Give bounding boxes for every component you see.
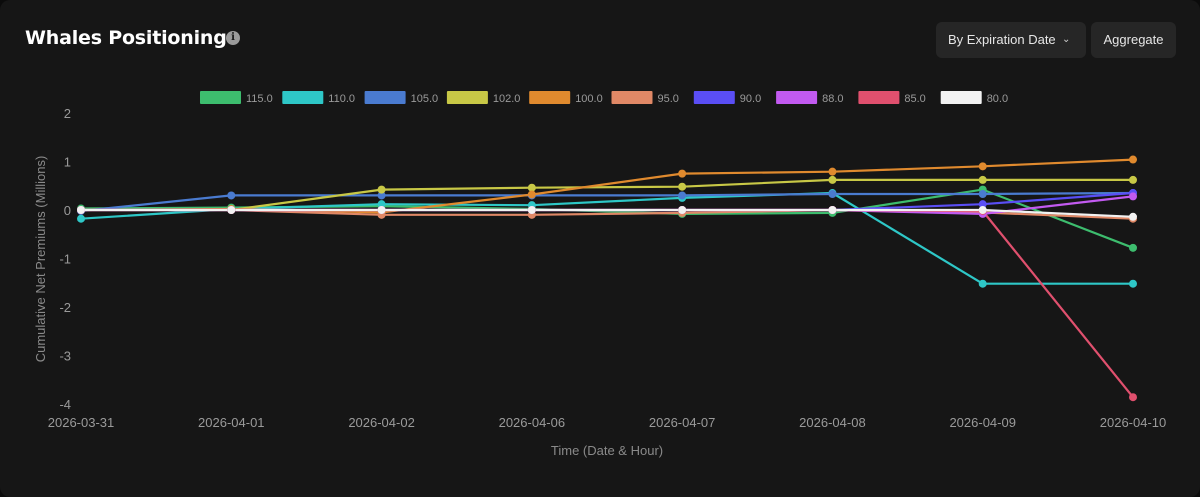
y-tick-label: 0 <box>64 203 71 218</box>
y-axis: 2 1 0 -1 -2 -3 -4 <box>59 106 71 412</box>
legend-label: 88.0 <box>822 93 843 105</box>
series-line-80.0 <box>81 208 1134 218</box>
data-point-100.0[interactable] <box>1129 155 1137 164</box>
legend-label: 80.0 <box>987 93 1008 105</box>
data-point-110.0[interactable] <box>77 214 85 223</box>
legend-item-85.0[interactable]: 85.0 <box>858 91 926 105</box>
aggregate-button[interactable]: Aggregate <box>1091 22 1176 58</box>
data-point-100.0[interactable] <box>527 190 536 199</box>
data-point-100.0[interactable] <box>678 169 687 178</box>
data-point-80.0[interactable] <box>377 206 386 214</box>
data-point-105.0[interactable] <box>377 191 386 200</box>
series-line-102.0 <box>81 178 1133 212</box>
legend-item-110.0[interactable]: 110.0 <box>282 91 355 105</box>
data-point-100.0[interactable] <box>978 162 987 171</box>
data-point-80.0[interactable] <box>227 206 236 214</box>
legend-label: 85.0 <box>904 93 925 105</box>
legend-item-115.0[interactable]: 115.0 <box>200 91 273 105</box>
by-expiration-date-dropdown[interactable]: By Expiration Date ⌄ <box>936 22 1086 58</box>
y-tick-label: 2 <box>64 106 71 121</box>
chart-title: Whales Positioning <box>25 27 227 49</box>
legend-item-95.0[interactable]: 95.0 <box>611 91 679 105</box>
data-point-105.0[interactable] <box>227 191 236 200</box>
y-tick-label: -4 <box>59 397 71 412</box>
info-icon[interactable]: i <box>226 31 240 45</box>
legend-item-90.0[interactable]: 90.0 <box>693 91 761 105</box>
data-point-80.0[interactable] <box>828 206 837 214</box>
series-line-85.0 <box>81 208 1134 398</box>
legend-label: 115.0 <box>246 93 273 105</box>
legend-swatch <box>446 91 488 104</box>
series-points <box>77 155 1137 402</box>
x-tick-label: 2026-04-07 <box>649 415 716 430</box>
legend-swatch <box>940 91 982 104</box>
legend-item-80.0[interactable]: 80.0 <box>940 91 1008 105</box>
y-tick-label: -2 <box>59 300 71 315</box>
x-tick-label: 2026-04-02 <box>348 415 415 430</box>
series-lines <box>80 158 1134 398</box>
data-point-90.0[interactable] <box>978 200 987 209</box>
data-point-105.0[interactable] <box>828 189 837 198</box>
x-axis: 2026-03-31 2026-04-01 2026-04-02 2026-04-06… <box>48 415 1167 430</box>
data-point-88.0[interactable] <box>1129 192 1137 201</box>
x-tick-label: 2026-04-06 <box>499 415 566 430</box>
legend-label: 102.0 <box>493 93 521 105</box>
x-tick-label: 2026-04-09 <box>949 415 1016 430</box>
legend-item-102.0[interactable]: 102.0 <box>446 91 521 105</box>
data-point-102.0[interactable] <box>1129 175 1137 184</box>
legend-item-100.0[interactable]: 100.0 <box>529 91 603 105</box>
legend-swatch <box>611 91 653 104</box>
y-tick-label: 1 <box>64 155 71 170</box>
by-expiration-date-label: By Expiration Date <box>948 32 1056 47</box>
data-point-102.0[interactable] <box>678 182 687 191</box>
data-point-115.0[interactable] <box>1129 243 1137 252</box>
legend-swatch <box>776 91 818 104</box>
data-point-80.0[interactable] <box>77 206 85 214</box>
data-point-80.0[interactable] <box>678 206 687 214</box>
data-point-80.0[interactable] <box>978 206 987 214</box>
series-line-110.0 <box>80 191 1133 285</box>
data-point-102.0[interactable] <box>978 175 987 184</box>
data-point-80.0[interactable] <box>527 206 536 214</box>
y-tick-label: -3 <box>59 349 71 364</box>
x-tick-label: 2026-03-31 <box>48 415 115 430</box>
data-point-102.0[interactable] <box>828 175 837 184</box>
data-point-110.0[interactable] <box>1129 279 1137 288</box>
series-line-115.0 <box>80 188 1134 249</box>
legend-item-88.0[interactable]: 88.0 <box>776 91 844 105</box>
legend-swatch <box>200 91 241 104</box>
data-point-102.0[interactable] <box>377 185 386 194</box>
legend-label: 105.0 <box>411 93 439 105</box>
x-axis-label: Time (Date & Hour) <box>551 443 663 458</box>
legend-label: 100.0 <box>575 93 603 105</box>
x-tick-label: 2026-04-01 <box>198 415 265 430</box>
data-point-80.0[interactable] <box>1129 212 1137 221</box>
data-point-110.0[interactable] <box>978 279 987 288</box>
legend-swatch <box>858 91 900 104</box>
data-point-100.0[interactable] <box>828 167 837 176</box>
y-tick-label: -1 <box>59 252 71 267</box>
legend-swatch <box>693 91 735 104</box>
data-point-102.0[interactable] <box>527 183 536 192</box>
data-point-105.0[interactable] <box>978 189 987 198</box>
data-point-105.0[interactable] <box>678 191 687 200</box>
legend-swatch <box>364 91 406 104</box>
chart-legend: 115.0 110.0 105.0 102.0 100.0 95.0 90.0 88.0 85.… <box>200 91 1008 105</box>
y-axis-label: Cumulative Net Premiums (Millions) <box>33 156 48 363</box>
x-tick-label: 2026-04-10 <box>1100 415 1167 430</box>
legend-swatch <box>282 91 324 104</box>
data-point-110.0[interactable] <box>377 200 386 209</box>
data-point-85.0[interactable] <box>1129 393 1137 402</box>
series-line-105.0 <box>80 191 1134 213</box>
legend-label: 90.0 <box>740 93 761 105</box>
x-tick-label: 2026-04-08 <box>799 415 866 430</box>
chevron-down-icon: ⌄ <box>1062 34 1071 45</box>
legend-item-105.0[interactable]: 105.0 <box>364 91 439 105</box>
legend-label: 110.0 <box>328 93 355 105</box>
legend-label: 95.0 <box>658 93 679 105</box>
legend-swatch <box>529 91 571 104</box>
